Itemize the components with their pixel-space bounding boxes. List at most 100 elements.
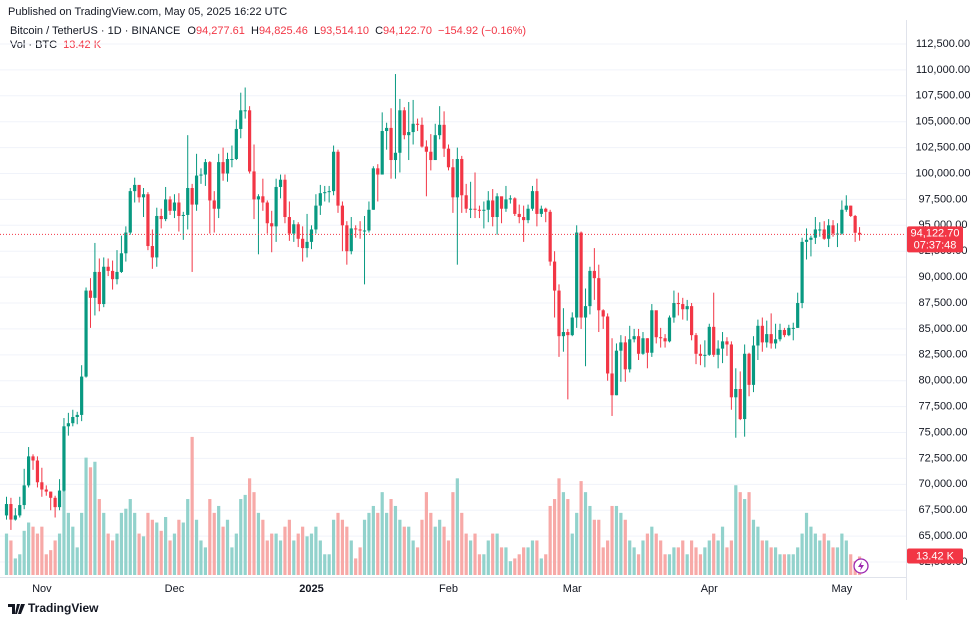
volume-bar bbox=[791, 554, 795, 575]
volume-bar bbox=[778, 554, 782, 575]
volume-bar bbox=[654, 533, 658, 575]
volume-bar bbox=[698, 554, 703, 575]
candle-body bbox=[164, 199, 168, 220]
volume-bar bbox=[526, 547, 530, 575]
quote-label: O bbox=[187, 25, 196, 37]
volume-bar bbox=[773, 547, 778, 575]
volume-bar bbox=[393, 505, 398, 575]
candle-body bbox=[773, 339, 778, 344]
candle-body bbox=[455, 158, 459, 198]
candle-body bbox=[274, 186, 278, 227]
candle-body bbox=[451, 167, 455, 198]
volume-bar bbox=[212, 512, 216, 575]
candle-body bbox=[234, 128, 238, 159]
candle-body bbox=[433, 135, 437, 161]
volume-bar bbox=[22, 530, 26, 575]
published-note: Published on TradingView.com, May 05, 20… bbox=[8, 6, 287, 18]
volume-bar bbox=[155, 522, 159, 575]
volume-bar bbox=[62, 489, 66, 575]
candle-body bbox=[707, 326, 711, 355]
candle-body bbox=[71, 416, 75, 424]
volume-bar bbox=[760, 540, 764, 575]
volume-bar bbox=[703, 547, 707, 575]
candle-body bbox=[146, 194, 150, 247]
volume-bar bbox=[274, 533, 278, 575]
volume-bar bbox=[283, 526, 287, 575]
volume-bar bbox=[331, 519, 336, 575]
candle-body bbox=[760, 325, 764, 343]
volume-bar bbox=[261, 519, 265, 575]
volume-bar bbox=[119, 512, 124, 575]
candle-body bbox=[526, 208, 530, 221]
volume-bar bbox=[614, 505, 619, 575]
volume-bar bbox=[690, 540, 694, 575]
volume-bar bbox=[225, 519, 230, 575]
candle-body bbox=[685, 306, 689, 310]
candle-body bbox=[813, 229, 817, 238]
volume-bar bbox=[27, 522, 31, 575]
volume-bar bbox=[345, 526, 349, 575]
price-tag bbox=[907, 226, 963, 253]
volume-bar bbox=[725, 547, 729, 575]
volume-bar bbox=[150, 519, 154, 575]
candle-body bbox=[256, 196, 261, 200]
candle-body bbox=[672, 303, 676, 318]
candle-body bbox=[305, 241, 309, 249]
volume-bar bbox=[203, 547, 207, 575]
change: −154.92 (−0.16%) bbox=[438, 25, 526, 37]
volume-bar bbox=[769, 547, 773, 575]
candle-body bbox=[712, 326, 716, 355]
candle-body bbox=[477, 209, 482, 211]
volume-bar bbox=[831, 547, 835, 575]
candle-body bbox=[681, 304, 685, 310]
candle-body bbox=[190, 188, 194, 205]
candle-body bbox=[530, 191, 535, 209]
candle-body bbox=[787, 327, 791, 336]
y-tick-label: 97,500.00 bbox=[919, 193, 968, 205]
candle-body bbox=[654, 310, 658, 338]
candle-body bbox=[703, 354, 707, 356]
candle-body bbox=[469, 208, 473, 210]
countdown-label: 07:37:48 bbox=[914, 239, 957, 251]
quote-value: 94,277.61 bbox=[196, 25, 245, 37]
volume-bar bbox=[659, 540, 663, 575]
candle-body bbox=[80, 376, 84, 415]
candle-body bbox=[800, 241, 804, 304]
candle-body bbox=[22, 485, 26, 506]
candle-body bbox=[354, 228, 358, 230]
volume-bar bbox=[539, 558, 543, 575]
volume-bar bbox=[177, 519, 181, 575]
candle-body bbox=[738, 389, 742, 420]
y-tick-label: 77,500.00 bbox=[919, 401, 968, 413]
volume-bar bbox=[676, 547, 680, 575]
volume-bar bbox=[239, 499, 243, 575]
volume-bar bbox=[407, 526, 411, 575]
candle-body bbox=[743, 353, 747, 420]
candle-body bbox=[831, 225, 835, 234]
volume-bar bbox=[800, 533, 804, 575]
y-tick-label: 107,500.00 bbox=[915, 90, 970, 102]
candle-body bbox=[601, 310, 605, 317]
volume-bar bbox=[301, 526, 305, 575]
x-tick-label: Nov bbox=[32, 583, 52, 595]
volume-bar bbox=[438, 519, 442, 575]
volume-bar bbox=[663, 554, 667, 575]
volume-bar bbox=[738, 492, 742, 575]
candle-body bbox=[659, 337, 663, 339]
candle-body bbox=[544, 208, 548, 212]
volume-legend: Vol · BTC 13.42 K bbox=[10, 39, 102, 51]
y-tick-label: 70,000.00 bbox=[919, 478, 968, 490]
candle-body bbox=[287, 217, 291, 234]
volume-bar bbox=[720, 526, 725, 575]
volume-bar bbox=[66, 512, 70, 575]
volume-bar bbox=[137, 533, 141, 575]
volume-bar bbox=[367, 512, 371, 575]
volume-bar bbox=[102, 512, 106, 575]
candle-body bbox=[53, 497, 57, 508]
volume-bar bbox=[756, 526, 760, 575]
volume-bar bbox=[93, 461, 97, 575]
candle-body bbox=[35, 460, 40, 483]
volume-bar bbox=[544, 554, 548, 575]
volume-bar bbox=[747, 492, 751, 575]
